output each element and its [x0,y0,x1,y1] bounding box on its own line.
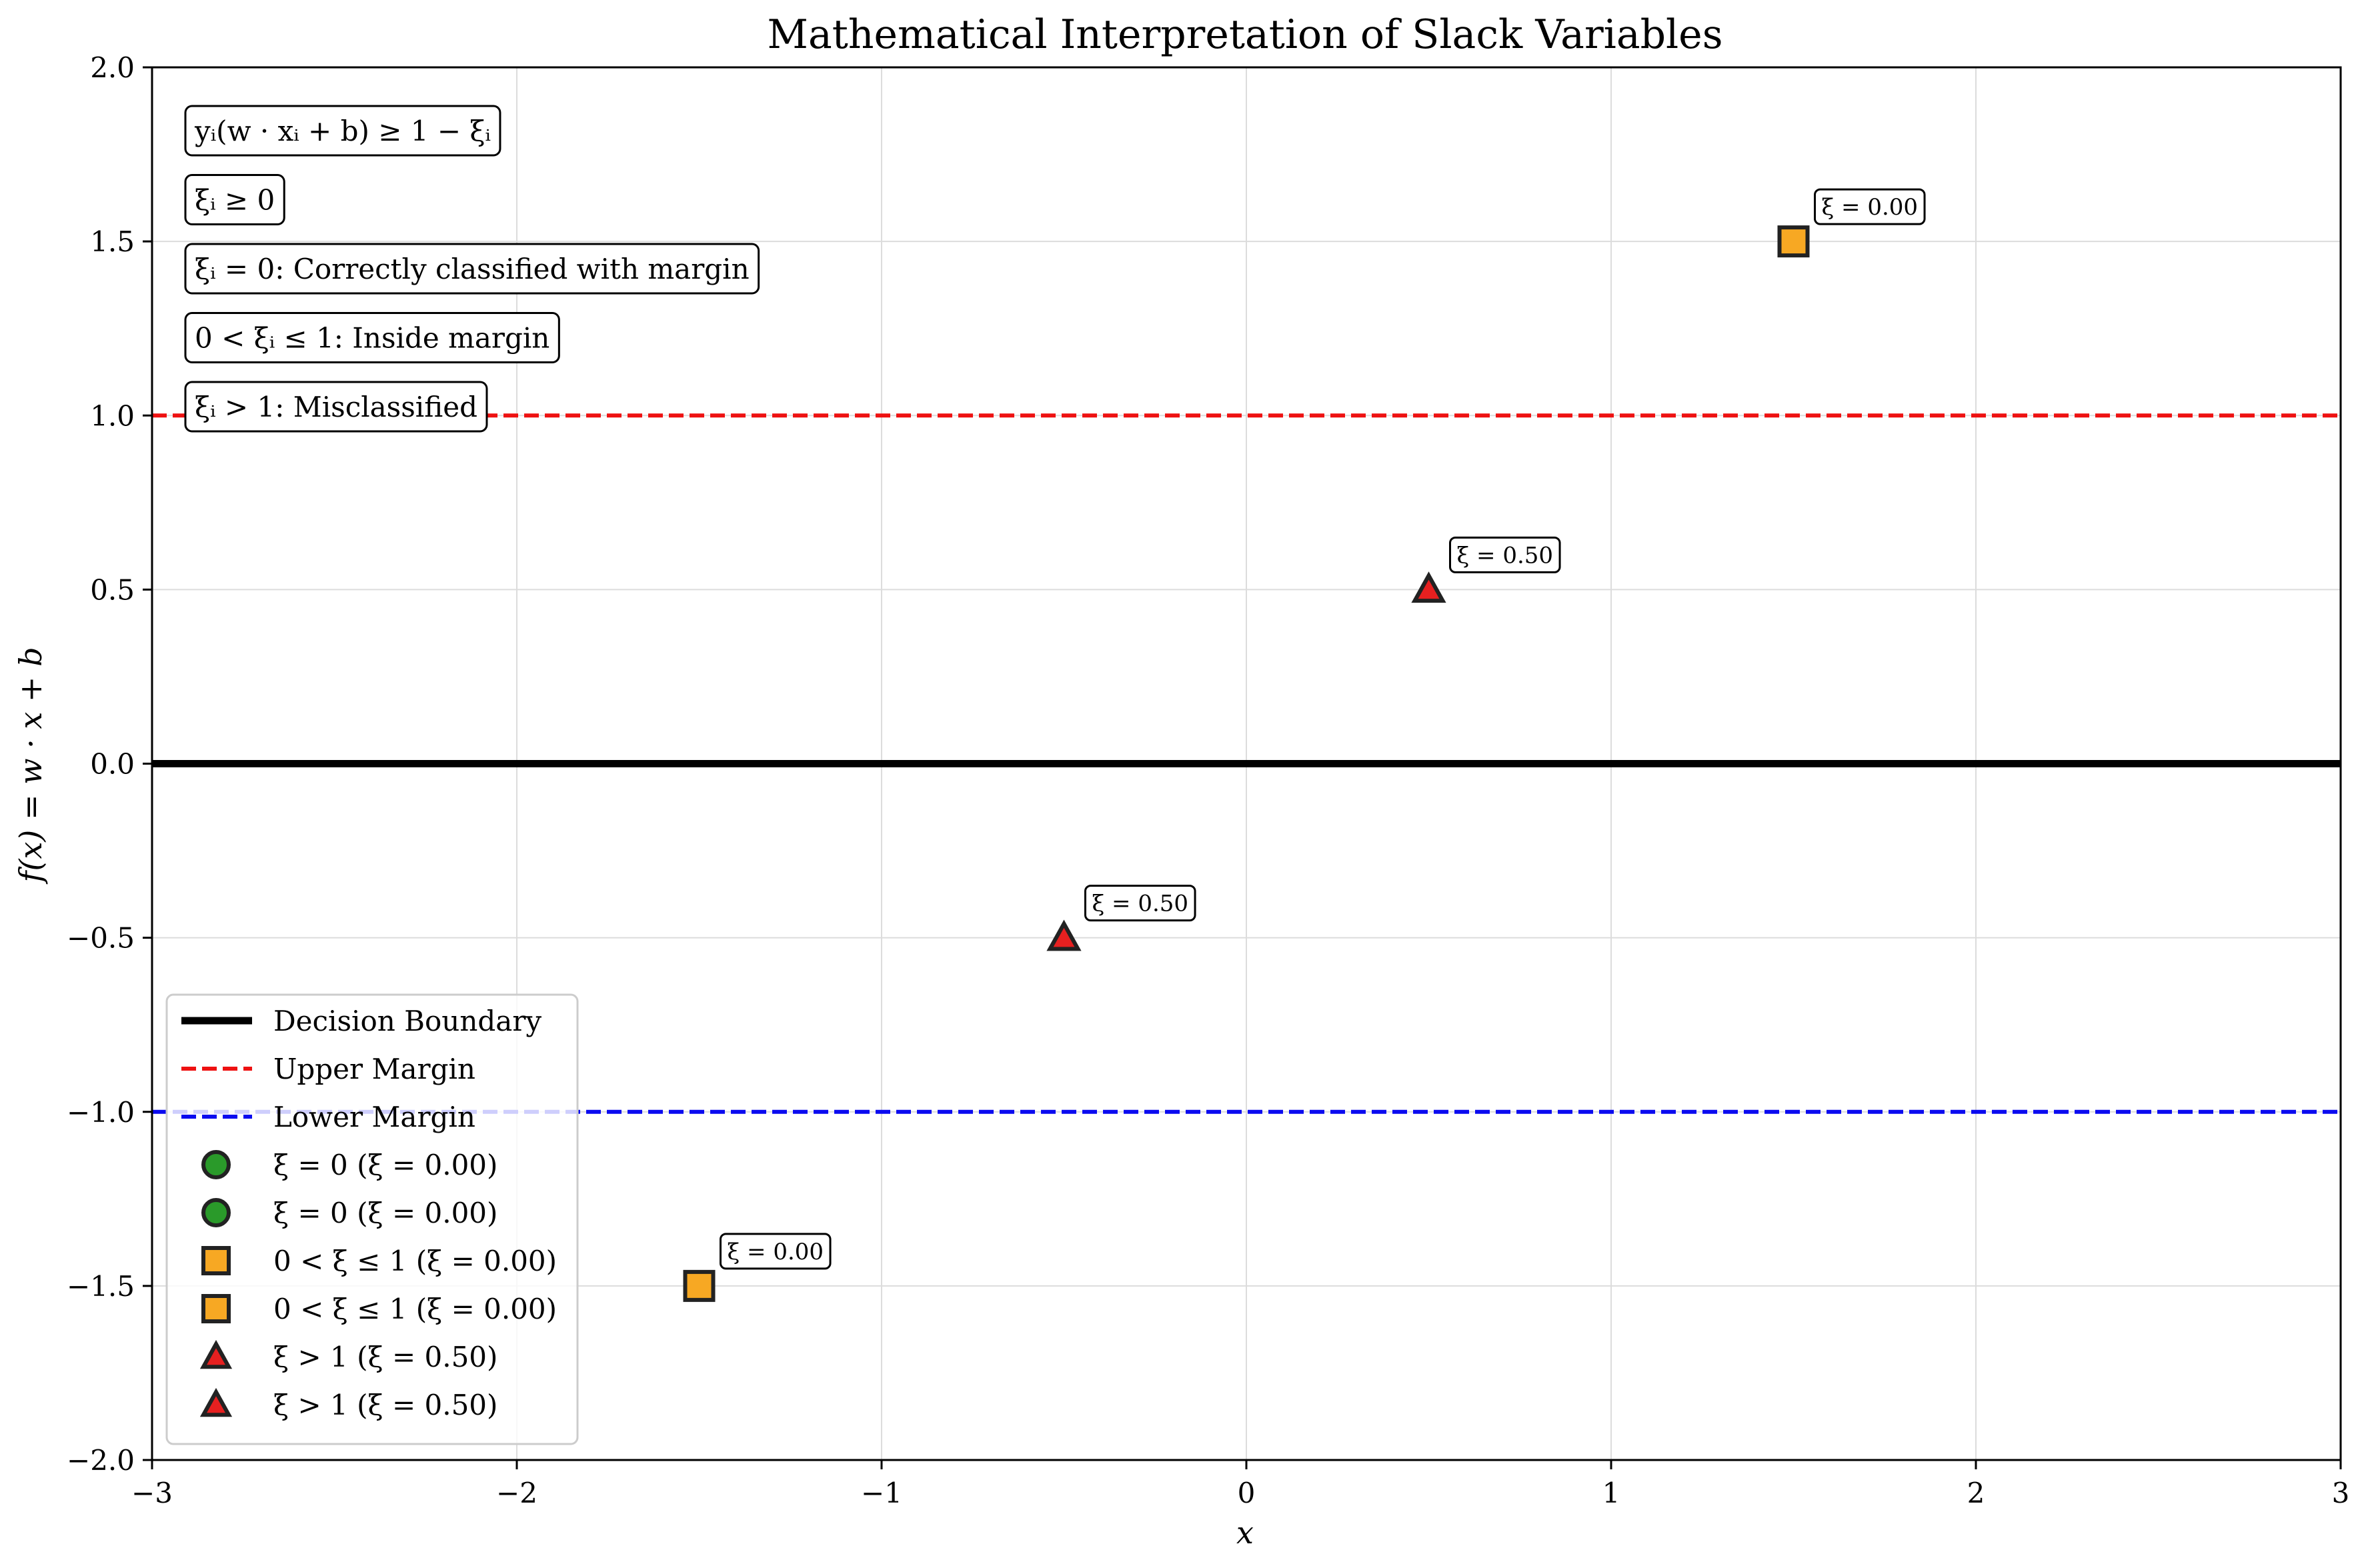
legend-item: ξ > 1 (ξ = 0.50) [199,1387,497,1421]
y-tick-label: 1.0 [90,399,135,432]
annotation-text: ξᵢ > 1: Misclassified [195,391,477,423]
legend-label: ξ > 1 (ξ = 0.50) [273,1389,497,1421]
annotation-text: 0 < ξᵢ ≤ 1: Inside margin [195,322,549,355]
y-tick-label: 0.5 [90,573,135,606]
legend-swatch-triangle [199,1339,233,1369]
legend-item: Lower Margin [181,1101,475,1133]
annotation-frame [184,312,560,363]
legend-label: Lower Margin [273,1101,475,1133]
data-points: ξ = 0.00 ξ = 0.00 ξ = 0.50 ξ = 0.50 [683,188,1926,1302]
data-point-square [1777,225,1810,258]
point-annotation: ξ = 0.00 [1814,188,1926,225]
point-annotation: ξ = 0.50 [1084,885,1196,922]
x-tick-label: −2 [496,1477,537,1509]
legend-label: Upper Margin [273,1053,475,1085]
y-tick-label: 2.0 [90,51,135,84]
y-tick-label: −2.0 [67,1444,135,1477]
data-point-square [683,1269,716,1302]
legend-label: ξ > 1 (ξ = 0.50) [273,1341,497,1373]
legend-label: 0 < ξ ≤ 1 (ξ = 0.00) [273,1293,557,1325]
legend-frame [165,993,579,1445]
y-tick-label: 1.5 [90,225,135,258]
x-tick-label: −3 [131,1477,173,1509]
legend-item: ξ = 0 (ξ = 0.00) [201,1197,497,1229]
x-tick-label: 1 [1602,1477,1620,1509]
legend-swatch-circle [201,1198,231,1227]
annotation-boxes: yᵢ(w · xᵢ + b) ≥ 1 − ξᵢ ξᵢ ≥ 0 ξᵢ = 0: Cor… [184,105,760,433]
axes: −3 −2 −1 0 1 2 3 −2.0 −1.5 −1.0 −0.5 0.0 0.5 1.0 1.5 2.… [67,51,2349,1509]
legend-label: ξ = 0 (ξ = 0.00) [273,1197,497,1229]
legend-swatch-square [201,1294,231,1323]
legend-item: Decision Boundary [181,1005,541,1037]
point-annotation: ξ = 0.50 [1449,536,1561,573]
y-tick-label: −1.5 [67,1270,135,1303]
point-label: ξ = 0.00 [728,1239,824,1265]
legend-swatch-triangle [199,1387,233,1417]
point-label: ξ = 0.50 [1457,542,1554,569]
annotation-box: ξᵢ ≥ 0 [184,174,285,225]
point-annotation: ξ = 0.00 [720,1233,832,1270]
annotation-text: ξᵢ = 0: Correctly classified with margin [195,253,750,285]
legend-item: 0 < ξ ≤ 1 (ξ = 0.00) [201,1293,557,1325]
x-tick-label: 2 [1967,1477,1985,1509]
point-label-frame [720,1233,832,1270]
y-tick-label: −0.5 [67,922,135,955]
legend-label: Decision Boundary [273,1005,541,1037]
annotation-text: ξᵢ ≥ 0 [195,184,275,217]
legend-item: ξ = 0 (ξ = 0.00) [201,1149,497,1181]
annotation-box: ξᵢ > 1: Misclassified [184,381,488,433]
legend-swatch-square [201,1246,231,1275]
chart-title: Mathematical Interpretation of Slack Var… [768,11,1723,58]
legend-swatch-circle [201,1150,231,1179]
data-point-triangle [1411,571,1446,603]
point-label-frame [1814,188,1926,225]
annotation-frame [184,243,760,295]
point-label-frame [1084,885,1196,922]
x-tick-label: −1 [861,1477,902,1509]
annotation-text: yᵢ(w · xᵢ + b) ≥ 1 − ξᵢ [194,115,491,147]
annotation-box: 0 < ξᵢ ≤ 1: Inside margin [184,312,560,363]
x-tick-label: 3 [2332,1477,2350,1509]
legend-item: Upper Margin [181,1053,475,1085]
plot-area: yᵢ(w · xᵢ + b) ≥ 1 − ξᵢ ξᵢ ≥ 0 ξᵢ = 0: Cor… [151,66,2342,1461]
annotation-frame [184,174,285,225]
legend-item: ξ > 1 (ξ = 0.50) [199,1339,497,1373]
point-label: ξ = 0.50 [1092,891,1189,917]
y-tick-label: −1.0 [67,1096,135,1129]
annotation-frame [184,105,501,157]
legend-item: 0 < ξ ≤ 1 (ξ = 0.00) [201,1245,557,1277]
data-point-triangle [1046,919,1082,951]
legend-label: 0 < ξ ≤ 1 (ξ = 0.00) [273,1245,557,1277]
y-axis-label: f(x) = w · x + b [13,647,49,884]
point-label-frame [1449,536,1561,573]
x-tick-label: 0 [1238,1477,1256,1509]
x-axis-label: x [1236,1515,1254,1551]
y-tick-label: 0.0 [90,748,135,781]
legend-label: ξ = 0 (ξ = 0.00) [273,1149,497,1181]
point-label: ξ = 0.00 [1822,194,1919,221]
annotation-frame [184,381,488,433]
annotation-box: ξᵢ = 0: Correctly classified with margin [184,243,760,295]
legend: Decision Boundary Upper Margin Lower Margi… [165,993,579,1445]
annotation-box: yᵢ(w · xᵢ + b) ≥ 1 − ξᵢ [184,105,501,157]
